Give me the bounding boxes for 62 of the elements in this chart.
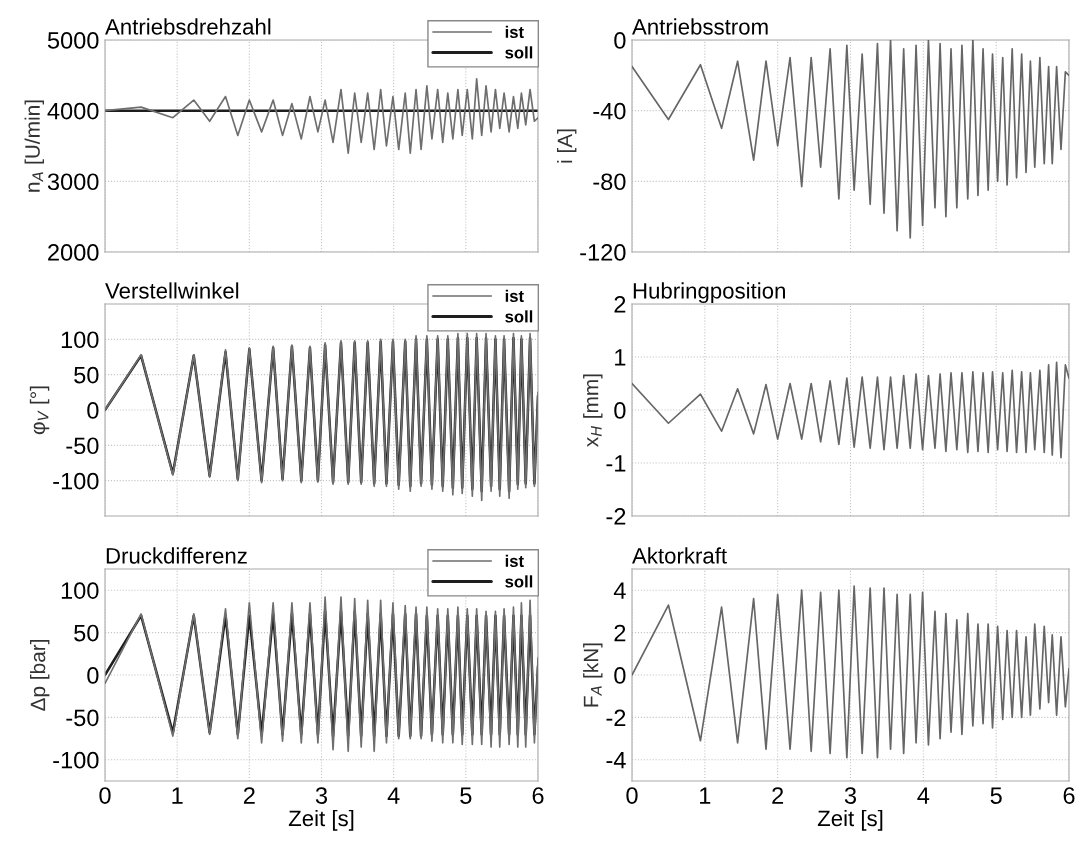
x-tick-label: 4 — [917, 787, 930, 804]
legend-label: soll — [505, 46, 533, 59]
y-axis-title: Δp [bar] — [29, 639, 50, 711]
chart-title: Antriebsstrom — [632, 18, 768, 35]
y-tick-label: -120 — [580, 244, 626, 261]
y-tick-label: 50 — [74, 366, 99, 384]
y-tick-label: 100 — [61, 582, 99, 599]
legend-label: soll — [505, 310, 533, 323]
x-tick-label: 3 — [315, 787, 328, 804]
y-tick-label: 2000 — [48, 244, 99, 261]
legend-label: ist — [505, 289, 524, 303]
y-tick-label: 4000 — [47, 102, 99, 120]
x-tick-label: 3 — [844, 787, 857, 804]
y-tick-label: 3000 — [47, 173, 99, 191]
y-tick-label: -2 — [606, 508, 626, 525]
chart-title: Hubringposition — [633, 282, 785, 304]
y-tick-label: 4 — [613, 582, 626, 599]
chart-title: Aktorkraft — [632, 547, 727, 564]
x-tick-label: 2 — [243, 787, 255, 804]
y-tick-label: -50 — [66, 437, 99, 455]
y-axis-title: x$_{H}$ [mm] — [583, 374, 603, 447]
y-tick-label: -80 — [593, 173, 626, 191]
y-axis-title: φ$_{V}$ [°] — [29, 386, 50, 435]
chart-title: Verstellwinkel — [105, 282, 239, 299]
x-tick-label: 6 — [532, 787, 544, 804]
y-tick-label: -4 — [606, 752, 626, 769]
y-tick-label: -2 — [606, 709, 626, 726]
y-tick-label: 2 — [614, 296, 626, 313]
y-tick-label: -100 — [53, 751, 99, 769]
y-axis-title: F$_{A}$ [kN] — [583, 643, 603, 707]
x-tick-label: 4 — [387, 787, 400, 804]
y-tick-label: -1 — [606, 455, 626, 472]
chart-title: Antriebsdrehzahl — [105, 18, 271, 35]
x-tick-label: 0 — [99, 787, 111, 804]
chart-title: Druckdifferenz — [106, 547, 247, 564]
legend-label: ist — [505, 25, 524, 39]
x-tick-label: 0 — [626, 787, 638, 804]
y-tick-label: -100 — [53, 472, 99, 490]
y-tick-label: -50 — [66, 709, 99, 727]
x-tick-label: 5 — [990, 787, 1002, 804]
x-axis-title: Zeit [s] — [817, 809, 883, 831]
y-tick-label: -40 — [593, 102, 626, 120]
x-axis-title: Zeit [s] — [288, 809, 354, 831]
y-axis-title: n$_{A}$ [U/min] — [24, 100, 44, 192]
x-tick-label: 1 — [172, 787, 183, 804]
y-tick-label: 1 — [615, 349, 626, 366]
x-tick-label: 6 — [1063, 787, 1075, 804]
y-tick-label: 100 — [61, 331, 99, 349]
y-tick-label: 2 — [614, 624, 626, 642]
y-tick-label: 0 — [614, 32, 626, 49]
y-tick-label: 0 — [87, 667, 99, 684]
legend-label: ist — [505, 554, 524, 568]
legend-label: soll — [505, 575, 533, 588]
y-tick-label: 50 — [74, 624, 99, 642]
x-tick-label: 1 — [700, 787, 711, 804]
x-tick-label: 2 — [772, 787, 784, 804]
x-tick-label: 5 — [460, 787, 472, 804]
y-tick-label: 0 — [614, 667, 626, 684]
y-tick-label: 0 — [614, 402, 626, 419]
y-axis-title: i [A] — [556, 129, 577, 163]
y-tick-label: 5000 — [47, 32, 99, 49]
y-tick-label: 0 — [87, 402, 99, 419]
